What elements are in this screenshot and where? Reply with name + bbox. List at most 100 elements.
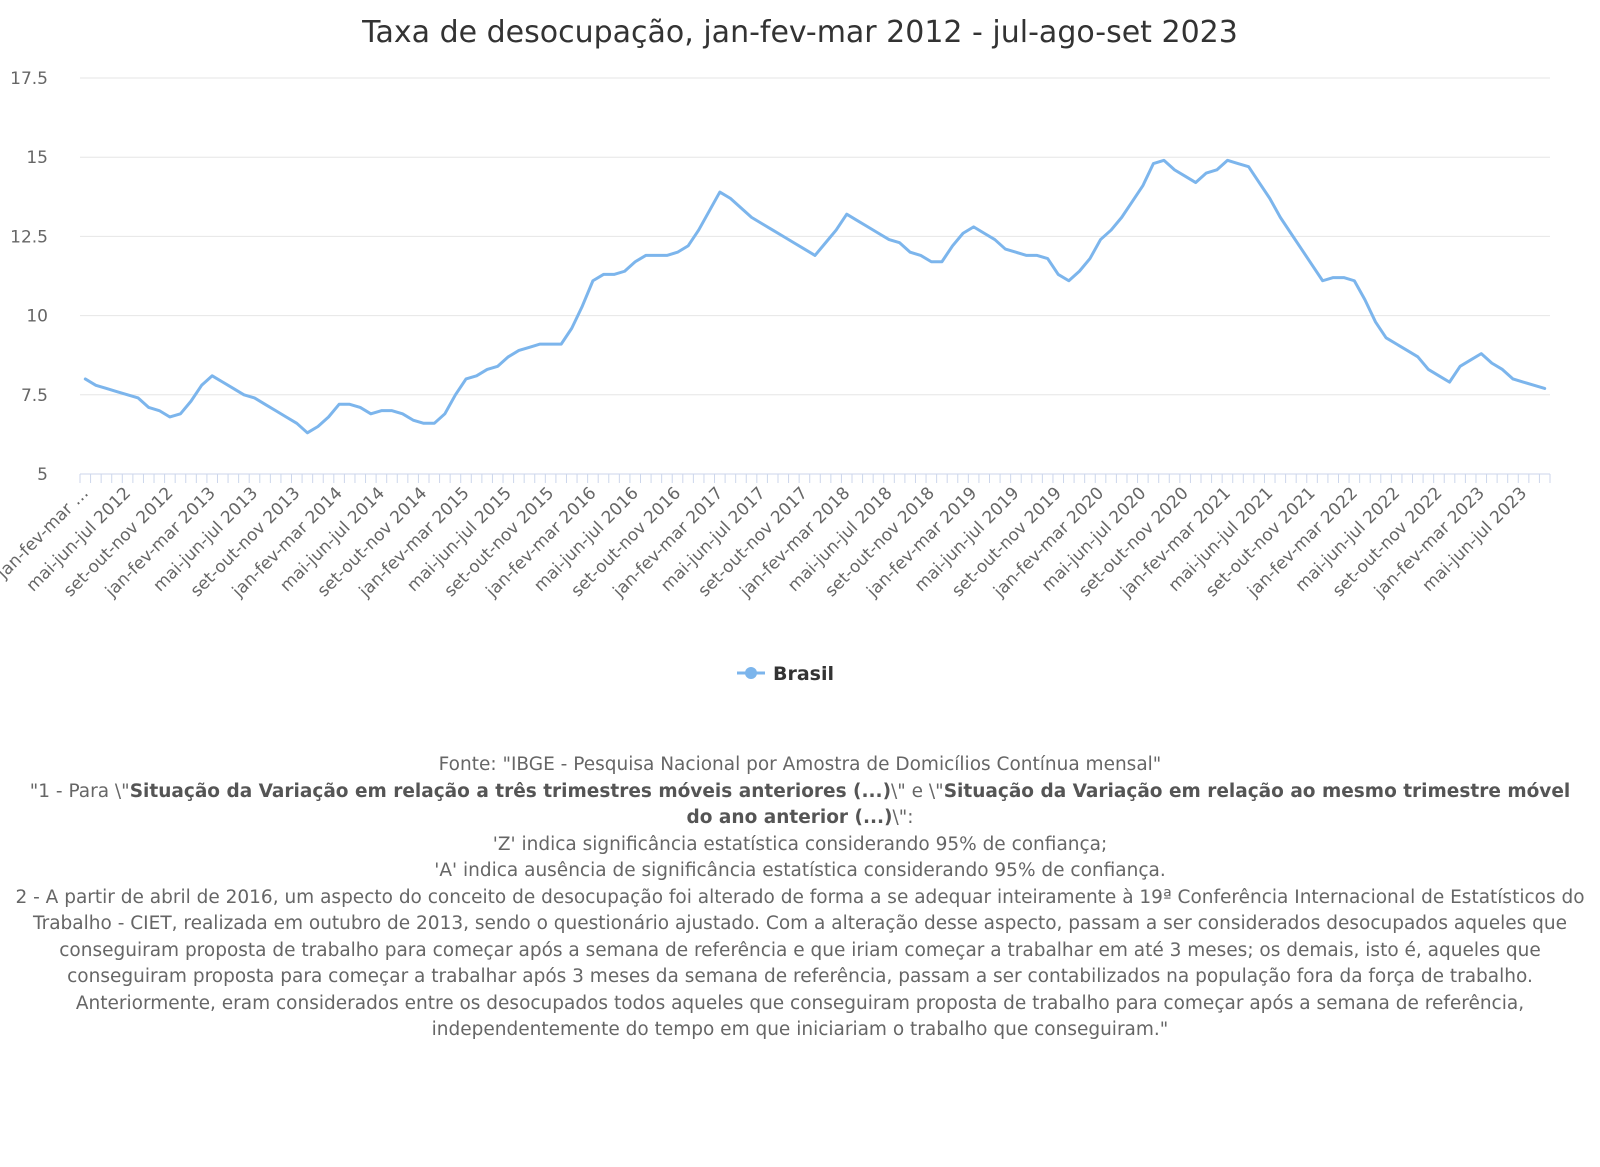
data-point[interactable] [706, 208, 712, 214]
data-point[interactable] [749, 214, 755, 220]
data-point[interactable] [125, 392, 131, 398]
data-point[interactable] [1510, 376, 1516, 382]
data-point[interactable] [1457, 363, 1463, 369]
data-point[interactable] [336, 401, 342, 407]
data-point[interactable] [664, 252, 670, 258]
data-point[interactable] [93, 382, 99, 388]
data-point[interactable] [1373, 319, 1379, 325]
data-point[interactable] [579, 303, 585, 309]
data-point[interactable] [1235, 161, 1241, 167]
data-point[interactable] [1351, 278, 1357, 284]
data-point[interactable] [389, 408, 395, 414]
data-point[interactable] [1045, 256, 1051, 262]
data-point[interactable] [1098, 237, 1104, 243]
data-point[interactable] [1330, 275, 1336, 281]
data-point[interactable] [643, 252, 649, 258]
data-point[interactable] [928, 259, 934, 265]
data-point[interactable] [875, 230, 881, 236]
data-point[interactable] [1108, 227, 1114, 233]
data-point[interactable] [220, 379, 226, 385]
data-point[interactable] [474, 373, 480, 379]
data-point[interactable] [188, 398, 194, 404]
data-point[interactable] [590, 278, 596, 284]
data-point[interactable] [738, 205, 744, 211]
legend[interactable]: Brasil [737, 663, 834, 685]
data-point[interactable] [368, 411, 374, 417]
series-line-brasil[interactable] [83, 158, 1547, 435]
data-point[interactable] [759, 221, 765, 227]
data-point[interactable] [1394, 341, 1400, 347]
data-point[interactable] [1531, 382, 1537, 388]
data-point[interactable] [1499, 366, 1505, 372]
data-point[interactable] [812, 252, 818, 258]
data-point[interactable] [421, 420, 427, 426]
data-point[interactable] [103, 385, 109, 391]
data-point[interactable] [727, 195, 733, 201]
legend-label-brasil[interactable]: Brasil [773, 663, 834, 685]
data-point[interactable] [1362, 297, 1368, 303]
data-point[interactable] [294, 420, 300, 426]
data-point[interactable] [1013, 249, 1019, 255]
data-point[interactable] [209, 373, 215, 379]
data-point[interactable] [230, 385, 236, 391]
data-point[interactable] [569, 325, 575, 331]
data-point[interactable] [241, 392, 247, 398]
data-point[interactable] [1129, 199, 1135, 205]
data-point[interactable] [780, 233, 786, 239]
data-point[interactable] [199, 382, 205, 388]
data-point[interactable] [1034, 252, 1040, 258]
data-point[interactable] [273, 408, 279, 414]
data-point[interactable] [844, 211, 850, 217]
data-point[interactable] [1256, 180, 1262, 186]
data-point[interactable] [463, 376, 469, 382]
data-point[interactable] [283, 414, 289, 420]
data-point[interactable] [1436, 373, 1442, 379]
data-point[interactable] [1521, 379, 1527, 385]
data-point[interactable] [516, 347, 522, 353]
data-point[interactable] [431, 420, 437, 426]
data-point[interactable] [1267, 195, 1273, 201]
data-point[interactable] [1341, 275, 1347, 281]
data-point[interactable] [1119, 214, 1125, 220]
data-point[interactable] [452, 392, 458, 398]
data-point[interactable] [939, 259, 945, 265]
data-point[interactable] [378, 408, 384, 414]
data-point[interactable] [823, 240, 829, 246]
data-point[interactable] [1172, 167, 1178, 173]
data-point[interactable] [1489, 360, 1495, 366]
data-point[interactable] [558, 341, 564, 347]
data-point[interactable] [1224, 157, 1230, 163]
data-point[interactable] [315, 423, 321, 429]
data-point[interactable] [1193, 180, 1199, 186]
data-point[interactable] [326, 414, 332, 420]
data-point[interactable] [1246, 164, 1252, 170]
data-point[interactable] [949, 243, 955, 249]
data-point[interactable] [992, 237, 998, 243]
data-point[interactable] [1150, 161, 1156, 167]
data-point[interactable] [177, 411, 183, 417]
data-point[interactable] [1087, 256, 1093, 262]
data-point[interactable] [410, 417, 416, 423]
data-point[interactable] [833, 227, 839, 233]
data-point[interactable] [1288, 230, 1294, 236]
data-point[interactable] [251, 395, 257, 401]
data-point[interactable] [632, 259, 638, 265]
data-point[interactable] [622, 268, 628, 274]
data-point[interactable] [1182, 173, 1188, 179]
data-point[interactable] [1468, 357, 1474, 363]
data-point[interactable] [484, 366, 490, 372]
data-point[interactable] [1277, 214, 1283, 220]
data-point[interactable] [1542, 385, 1548, 391]
data-point[interactable] [1161, 157, 1167, 163]
data-point[interactable] [685, 243, 691, 249]
data-point[interactable] [981, 230, 987, 236]
data-point[interactable] [918, 252, 924, 258]
series-brasil[interactable] [82, 157, 1547, 435]
data-point[interactable] [1214, 167, 1220, 173]
data-point[interactable] [548, 341, 554, 347]
data-point[interactable] [114, 389, 120, 395]
data-point[interactable] [1002, 246, 1008, 252]
data-point[interactable] [717, 189, 723, 195]
data-point[interactable] [304, 430, 310, 436]
data-point[interactable] [1203, 170, 1209, 176]
